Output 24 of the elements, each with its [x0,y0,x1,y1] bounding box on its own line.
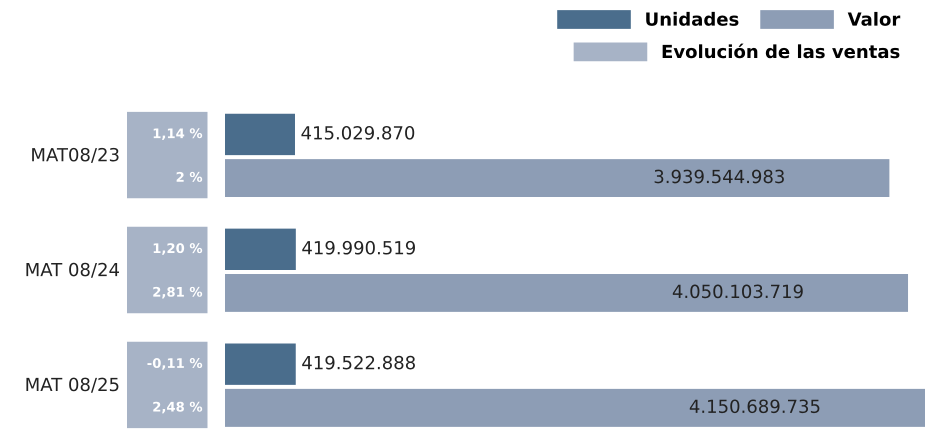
text: 1,14 % [154,128,202,140]
bar [225,344,296,385]
text: 2 % [176,172,202,182]
bar [225,159,890,198]
data-label: 415.029.870 [301,126,414,140]
text: 2,81 % [153,286,202,298]
bar [225,228,296,270]
data-label: 419.990.519 [302,240,415,255]
data-label: 3.939.544.983 [654,170,784,184]
data-label: 419.522.888 [302,356,415,370]
legend-label: Valor [848,12,900,26]
bar [225,274,908,312]
legend-label: Evolución de las ventas [662,44,900,58]
bar [225,114,295,156]
text: -0,11 % [147,358,202,370]
data-label: 4.150.689.735 [690,399,820,414]
text: 1,20 % [154,243,202,255]
y-tick-label: MAT08/23 [32,148,119,163]
text: 2,48 % [153,402,202,414]
legend-label: Unidades [646,12,738,26]
data-label: 4.050.103.719 [672,284,803,298]
y-tick-label: MAT 08/24 [26,262,119,278]
y-tick-label: MAT 08/25 [26,378,118,393]
bar [225,388,925,427]
